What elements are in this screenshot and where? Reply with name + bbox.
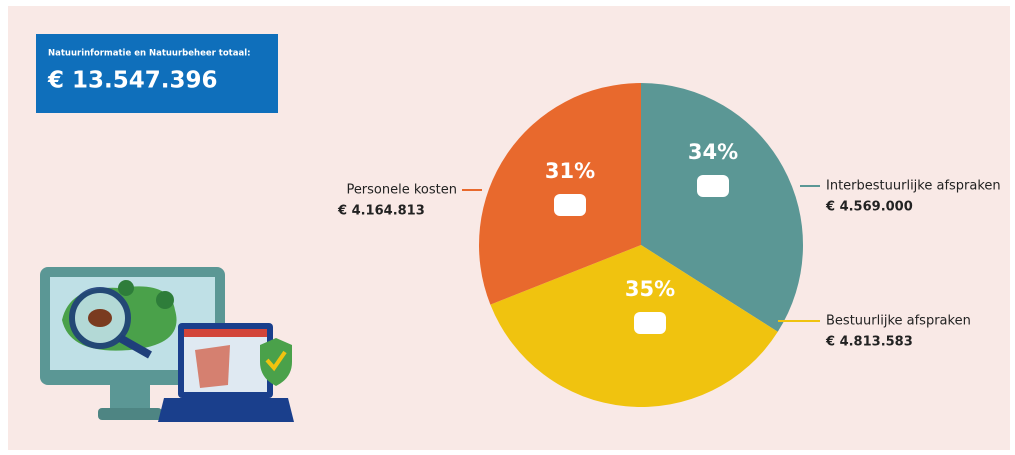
- amount-label: € 4.813.583: [825, 335, 913, 350]
- total-title: Natuurinformatie en Natuurbeheer totaal:: [48, 49, 251, 59]
- illustration: [40, 267, 294, 422]
- category-label: Bestuurlijke afspraken: [826, 314, 971, 329]
- amount-label: € 4.164.813: [337, 204, 425, 219]
- slice-percent: 35%: [625, 277, 675, 301]
- pie-slice: [641, 83, 803, 332]
- slice-icon: [634, 312, 666, 334]
- slice-icon: [697, 175, 729, 197]
- pie-slice: [478, 83, 641, 305]
- category-label: Personele kosten: [346, 183, 457, 198]
- slice-percent: 34%: [688, 140, 738, 164]
- slice-percent: 31%: [545, 159, 595, 183]
- slice-icon: [554, 194, 586, 216]
- amount-label: € 4.569.000: [825, 200, 913, 215]
- total-amount: € 13.547.396: [47, 68, 218, 94]
- total-box: [36, 34, 278, 113]
- category-label: Interbestuurlijke afspraken: [826, 179, 1001, 194]
